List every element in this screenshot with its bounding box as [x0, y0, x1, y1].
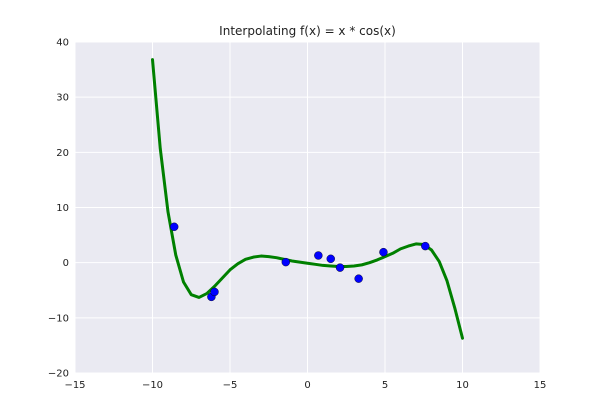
curve-layer: [151, 58, 464, 340]
interpolation-curve: [151, 58, 464, 340]
y-tick-label: −20: [48, 369, 69, 380]
x-tick-label: 10: [456, 380, 469, 391]
sample-point: [281, 257, 290, 267]
sample-point: [379, 247, 388, 257]
sample-point: [314, 251, 323, 260]
y-tick-label: 0: [63, 258, 69, 269]
sample-point: [326, 254, 335, 264]
y-tick-label: 10: [56, 203, 69, 214]
sample-point: [335, 263, 345, 272]
chart-title: Interpolating f(x) = x * cos(x): [219, 24, 396, 38]
sample-point: [169, 222, 179, 232]
x-tick-label: −15: [64, 380, 85, 391]
tick-labels: −15 −10 −5 0 5 10 15 −20 −10 0 10 20 30 40: [48, 38, 546, 392]
y-tick-label: 30: [56, 93, 69, 104]
y-tick-label: 20: [56, 148, 69, 159]
x-tick-label: 0: [304, 380, 310, 391]
data-points: [169, 222, 430, 302]
sample-point: [354, 274, 363, 283]
sample-point: [421, 241, 430, 251]
x-tick-label: −10: [142, 380, 163, 391]
y-tick-label: 40: [56, 38, 69, 49]
y-tick-label: −10: [48, 313, 69, 324]
sample-point: [210, 287, 219, 297]
x-tick-label: 15: [534, 380, 547, 391]
x-tick-label: 5: [382, 380, 388, 391]
x-tick-label: −5: [223, 380, 238, 391]
